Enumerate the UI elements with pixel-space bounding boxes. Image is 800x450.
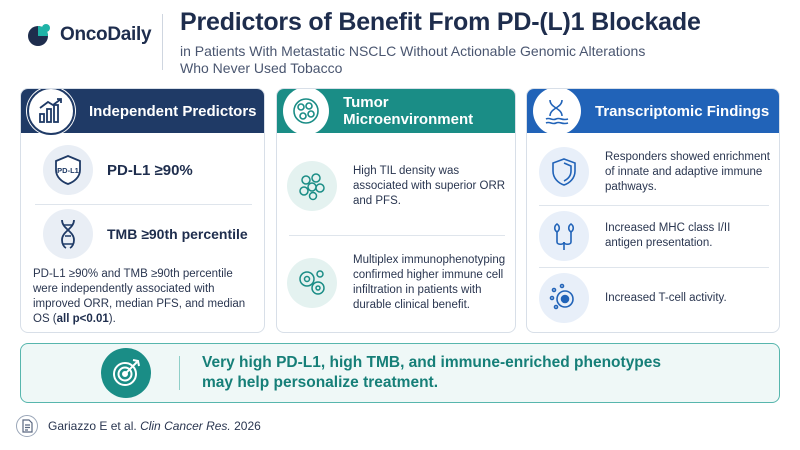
note-text: PD-L1 ≥90% and TMB ≥90th percentile were… [33,268,246,325]
cell-cluster-icon [287,161,337,211]
logo-text: OncoDaily [60,24,152,45]
banner-divider [179,356,180,390]
card-header: Independent Predictors [21,89,264,135]
t-cell-icon [539,273,589,323]
cell-cluster-header-icon [283,89,330,135]
logo[interactable]: OncoDaily [26,22,152,48]
tme-text: Multiplex immunophenotyping confirmed hi… [353,254,506,311]
predictor-label: PD-L1 ≥90% [107,161,193,179]
card-tumor-microenvironment: Tumor Microenvironment High TIL density … [276,88,516,333]
target-icon [101,348,151,398]
mhc-receptor-icon [539,211,589,261]
tme-row-til: High TIL density was associated with sup… [287,161,509,211]
tx-text: Increased T-cell activity. [605,291,727,304]
card-transcriptomic-findings: Transcriptomic Findings Responders showe… [526,88,780,333]
note-suffix: ). [108,313,116,325]
tx-row-tcell: Increased T-cell activity. [539,273,771,323]
tx-text: Responders showed enrichment of innate a… [605,150,770,193]
banner-text: Very high PD-L1, high TMB, and immune-en… [202,353,661,393]
logo-mark-icon [26,22,52,48]
note-significance: all p<0.01 [56,313,109,325]
shield-icon: PD-L1 [43,145,93,195]
card-title: Transcriptomic Findings [595,102,770,120]
tme-text: High TIL density was associated with sup… [353,164,506,207]
header: OncoDaily Predictors of Benefit From PD-… [0,0,800,80]
bar-chart-icon [27,89,75,135]
page-subtitle: in Patients With Metastatic NSCLC Withou… [180,43,740,77]
citation-authors: Gariazzo E et al. [48,419,137,433]
divider [539,267,769,268]
card-title: Independent Predictors [89,102,257,120]
header-divider [162,14,163,70]
footer: Gariazzo E et al. Clin Cancer Res. 2026 [16,415,261,437]
predictor-row-pdl1: PD-L1 PD-L1 ≥90% [43,145,193,195]
dna-wave-icon [533,89,581,135]
citation: Gariazzo E et al. Clin Cancer Res. 2026 [48,419,261,433]
card-header: Tumor Microenvironment [277,89,515,135]
predictor-label: TMB ≥90th percentile [107,226,248,242]
divider [539,205,769,206]
divider [289,235,505,236]
tx-text: Increased MHC class I/II antigen present… [605,222,731,249]
document-icon [16,415,38,437]
tx-row-pathways: Responders showed enrichment of innate a… [539,147,771,197]
shield-outline-icon [539,147,589,197]
card-header: Transcriptomic Findings [527,89,779,135]
dna-icon [43,209,93,259]
banner-line-1: Very high PD-L1, high TMB, and immune-en… [202,354,662,371]
immune-cells-icon [287,258,337,308]
divider [35,204,252,205]
citation-year: 2026 [234,419,261,433]
subtitle-line-2: Who Never Used Tobacco [180,60,343,76]
shield-icon-text: PD-L1 [57,166,79,175]
card-title: Tumor Microenvironment [343,94,474,128]
banner-line-2: may help personalize treatment. [202,374,439,391]
predictor-row-tmb: TMB ≥90th percentile [43,209,248,259]
tx-row-mhc: Increased MHC class I/II antigen present… [539,211,771,261]
subtitle-line-1: in Patients With Metastatic NSCLC Withou… [180,43,646,59]
tme-row-immunophenotyping: Multiplex immunophenotyping confirmed hi… [287,253,509,313]
card-independent-predictors: Independent Predictors PD-L1 PD-L1 ≥90% … [20,88,265,333]
page-title: Predictors of Benefit From PD-(L)1 Block… [180,8,701,36]
predictors-note: PD-L1 ≥90% and TMB ≥90th percentile were… [33,267,258,327]
citation-journal: Clin Cancer Res. [140,419,231,433]
conclusion-banner: Very high PD-L1, high TMB, and immune-en… [20,343,780,403]
